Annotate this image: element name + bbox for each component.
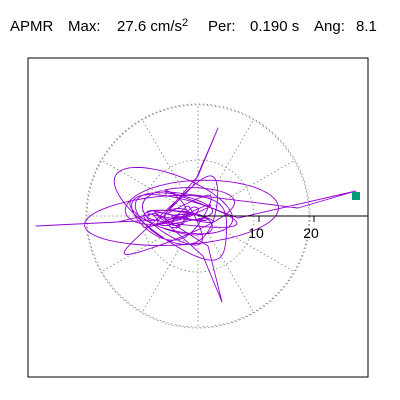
- grid-spoke: [207, 233, 254, 313]
- grid-spoke: [142, 233, 189, 313]
- max-value: 27.6 cm/s2: [117, 17, 189, 37]
- plot-frame: [27, 57, 369, 378]
- max-unit-exponent: 2: [182, 17, 189, 29]
- chart-header: APMR Max: 27.6 cm/s2 Per: 0.190 s Ang: 8…: [0, 0, 400, 44]
- motion-trace: [35, 127, 357, 303]
- angle-label: Ang:: [314, 18, 345, 35]
- grid-spoke: [101, 160, 181, 207]
- max-label: Max:: [68, 18, 101, 35]
- period-label: Per:: [208, 18, 236, 35]
- trace-layer: [35, 127, 357, 303]
- grid-spoke: [101, 225, 181, 272]
- angle-value: 8.1: [356, 18, 377, 35]
- grid-spoke: [142, 119, 189, 199]
- peak-marker: [352, 192, 360, 200]
- max-unit: cm/s: [150, 18, 183, 35]
- max-value-number: 27.6: [117, 18, 147, 35]
- grid-spoke: [215, 160, 295, 207]
- radial-tick-label-10: 10: [248, 225, 264, 241]
- grid-spoke: [207, 119, 254, 199]
- channel-name: APMR: [10, 18, 54, 35]
- radial-tick-label-20: 20: [303, 225, 319, 241]
- period-value: 0.190 s: [250, 18, 300, 35]
- grid-spoke: [215, 225, 295, 272]
